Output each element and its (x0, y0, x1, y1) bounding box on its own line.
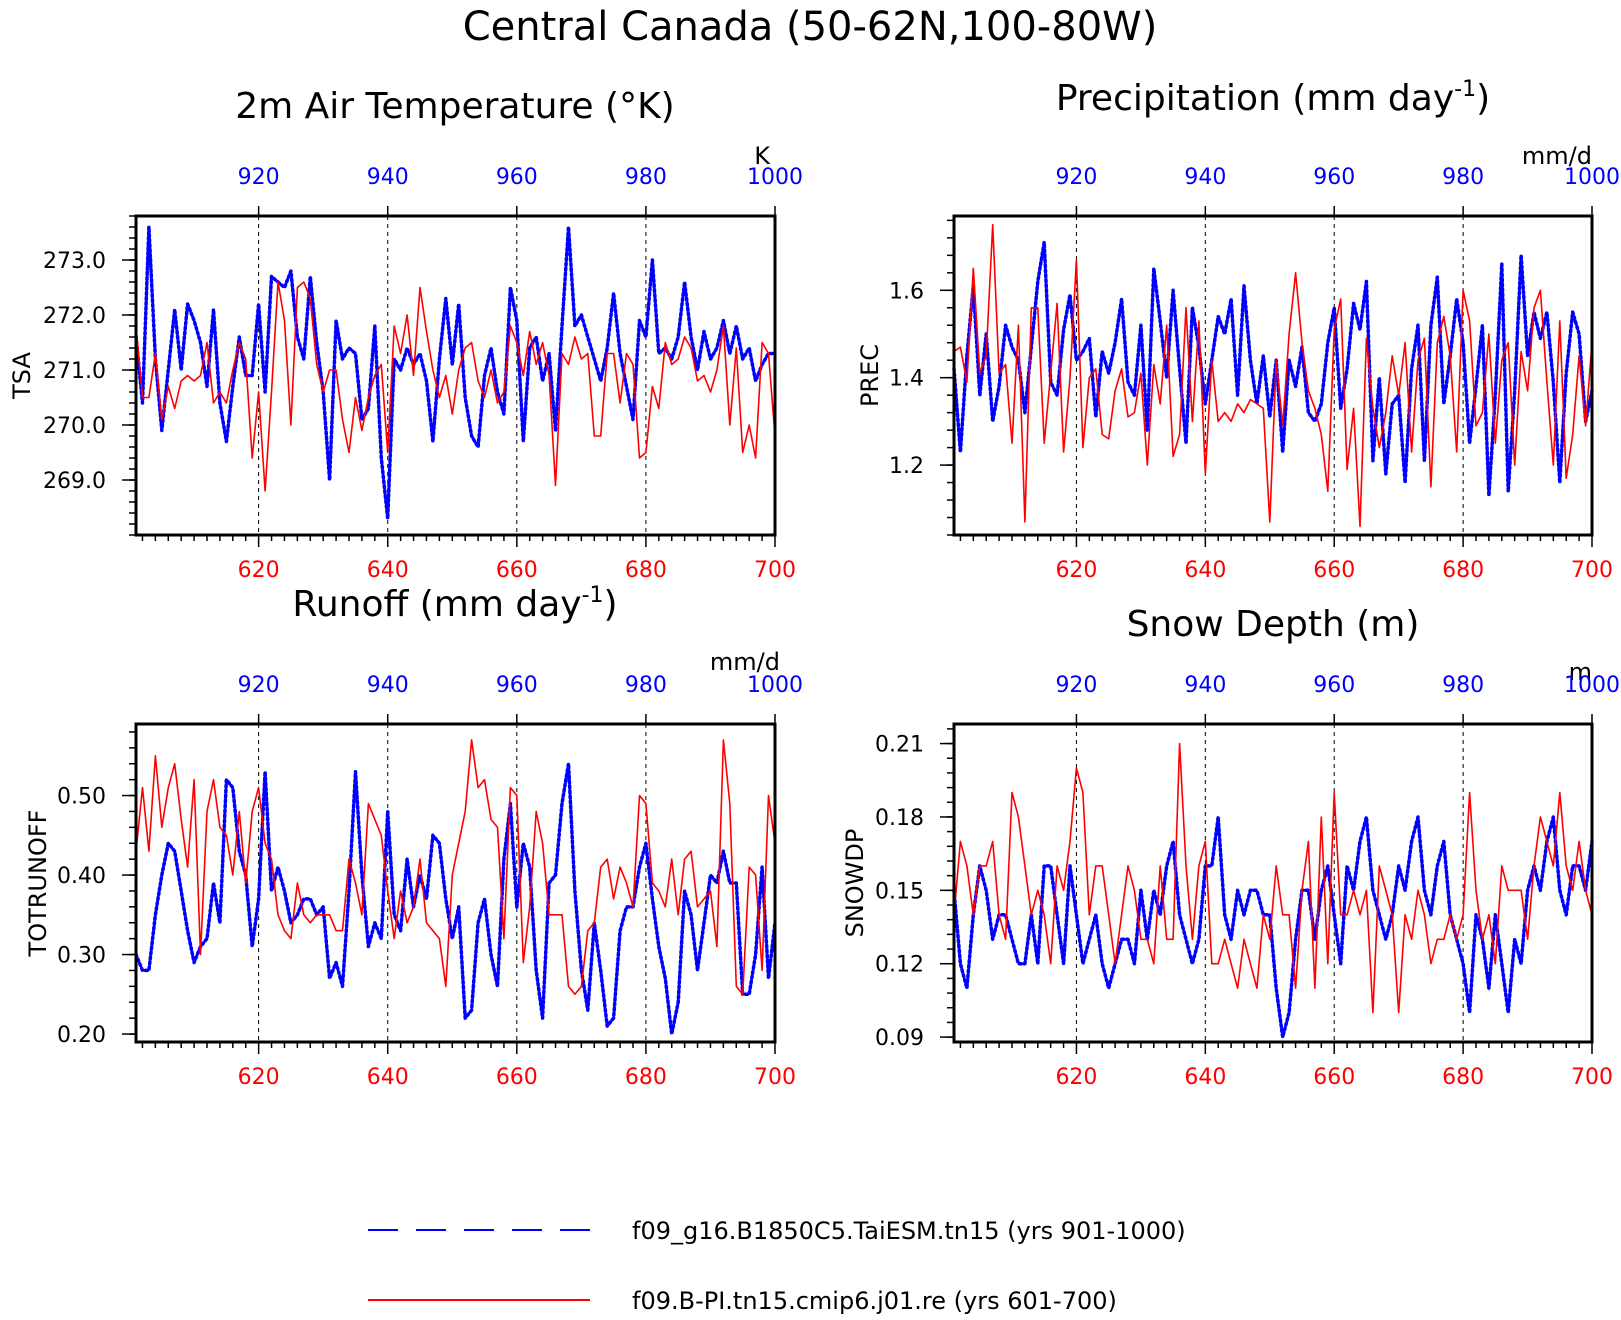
plot-frame (952, 722, 1594, 1044)
x-top-tick-label: 980 (1442, 165, 1484, 190)
x-bottom-tick-label: 680 (625, 1065, 667, 1090)
series-line-red (953, 742, 1593, 1014)
x-top-tick-label: 940 (367, 165, 409, 190)
y-tick-label: 0.50 (57, 785, 106, 810)
plot-frame (134, 722, 777, 1044)
panel-title-tail: ) (1476, 78, 1490, 119)
y-tick-label: 0.40 (57, 864, 106, 889)
x-bottom-tick-label: 700 (1571, 1065, 1613, 1090)
x-bottom-tick-label: 660 (496, 1065, 538, 1090)
legend: f09_g16.B1850C5.TaiESM.tn15 (yrs 901-100… (368, 1217, 1186, 1315)
main-title: Central Canada (50-62N,100-80W) (463, 4, 1158, 50)
y-tick-label: 0.15 (875, 879, 924, 904)
x-top-tick-label: 940 (1184, 673, 1226, 698)
y-tick-label: 0.30 (57, 944, 106, 969)
plot-frame (134, 214, 777, 537)
unit-label: m (1569, 658, 1592, 686)
y-tick-label: 1.2 (889, 454, 924, 479)
x-top-tick-label: 920 (1055, 673, 1097, 698)
panel-title-main: 2m Air Temperature (°K) (235, 86, 674, 127)
series-line-blue (952, 815, 1594, 1039)
y-tick-label: 272.0 (43, 304, 106, 329)
panel-title-main: Precipitation (mm day (1056, 78, 1454, 119)
panel-4: Snow Depth (m) m SNOWDP 0.09 0.12 0.15 0.18 0.2… (841, 604, 1620, 1090)
y-tick-label: 0.18 (875, 806, 924, 831)
x-top-tick-label: 1000 (747, 673, 803, 698)
x-bottom-tick-label: 620 (1055, 1065, 1097, 1090)
x-bottom-tick-label: 660 (1313, 558, 1355, 583)
x-bottom-tick-label: 700 (754, 558, 796, 583)
series-line-blue (134, 762, 777, 1036)
x-top-tick-label: 980 (625, 673, 667, 698)
x-bottom-tick-label: 620 (1055, 558, 1097, 583)
series-line-red (135, 739, 776, 996)
x-bottom-tick-label: 700 (1571, 558, 1613, 583)
y-tick-label: 273.0 (43, 249, 106, 274)
x-top-tick-label: 960 (1313, 673, 1355, 698)
y-tick-label: 1.4 (889, 367, 924, 392)
series-line-red (135, 281, 776, 492)
x-bottom-tick-label: 680 (625, 558, 667, 583)
x-bottom-tick-label: 680 (1442, 1065, 1484, 1090)
y-axis-label: PREC (856, 344, 884, 407)
x-bottom-tick-label: 680 (1442, 558, 1484, 583)
panel-title: Precipitation (mm day-1) (1056, 77, 1490, 119)
panel-1: 2m Air Temperature (°K) K TSA 269.0 270.0 271… (8, 86, 803, 583)
y-tick-label: 0.20 (57, 1023, 106, 1048)
y-axis-label: SNOWDP (841, 829, 869, 938)
panel-title-main: Runoff (mm day (292, 584, 581, 625)
x-bottom-tick-label: 640 (367, 1065, 409, 1090)
x-bottom-tick-label: 660 (1313, 1065, 1355, 1090)
x-bottom-tick-label: 620 (238, 558, 280, 583)
y-tick-label: 0.12 (875, 953, 924, 978)
x-bottom-tick-label: 640 (1184, 1065, 1226, 1090)
y-axis-label: TOTRUNOFF (24, 810, 52, 958)
x-top-tick-label: 920 (238, 165, 280, 190)
panel-2: Precipitation (mm day-1) mm/d PREC 1.2 1.4 1.… (856, 77, 1620, 583)
x-top-tick-label: 980 (1442, 673, 1484, 698)
panel-title-sup: -1 (582, 583, 604, 608)
unit-label: mm/d (1522, 142, 1592, 170)
x-top-tick-label: 940 (367, 673, 409, 698)
plot-frame (952, 214, 1594, 537)
x-top-tick-label: 1000 (1564, 165, 1620, 190)
y-axis-label: TSA (8, 352, 36, 400)
x-top-tick-label: 1000 (1564, 673, 1620, 698)
panel-title: 2m Air Temperature (°K) (235, 86, 674, 127)
x-top-tick-label: 920 (238, 673, 280, 698)
x-bottom-tick-label: 700 (754, 1065, 796, 1090)
x-top-tick-label: 980 (625, 165, 667, 190)
panel-title-main: Snow Depth (m) (1127, 604, 1420, 645)
y-tick-label: 0.09 (875, 1026, 924, 1051)
series-line-red (953, 223, 1593, 528)
legend-label-red: f09.B-PI.tn15.cmip6.j01.re (yrs 601-700) (632, 1287, 1117, 1315)
unit-label: K (754, 142, 771, 170)
x-top-tick-label: 960 (496, 673, 538, 698)
legend-label-blue: f09_g16.B1850C5.TaiESM.tn15 (yrs 901-100… (632, 1217, 1186, 1245)
y-tick-label: 1.6 (889, 279, 924, 304)
panel-title: Runoff (mm day-1) (292, 583, 617, 625)
y-tick-label: 271.0 (43, 359, 106, 384)
unit-label: mm/d (710, 648, 780, 676)
x-top-tick-label: 1000 (747, 165, 803, 190)
x-bottom-tick-label: 640 (1184, 558, 1226, 583)
y-tick-label: 269.0 (43, 469, 106, 494)
x-top-tick-label: 940 (1184, 165, 1226, 190)
x-bottom-tick-label: 620 (238, 1065, 280, 1090)
panel-title-tail: ) (604, 584, 618, 625)
y-tick-label: 270.0 (43, 414, 106, 439)
x-top-tick-label: 960 (496, 165, 538, 190)
x-top-tick-label: 920 (1055, 165, 1097, 190)
x-top-tick-label: 960 (1313, 165, 1355, 190)
x-bottom-tick-label: 640 (367, 558, 409, 583)
panel-title-sup: -1 (1454, 77, 1476, 102)
y-tick-label: 0.21 (875, 733, 924, 758)
panel-title: Snow Depth (m) (1127, 604, 1420, 645)
panels: 2m Air Temperature (°K) K TSA 269.0 270.0 271… (8, 77, 1620, 1090)
panel-3: Runoff (mm day-1) mm/d TOTRUNOFF 0.20 0.30 0.… (24, 583, 803, 1090)
x-bottom-tick-label: 660 (496, 558, 538, 583)
